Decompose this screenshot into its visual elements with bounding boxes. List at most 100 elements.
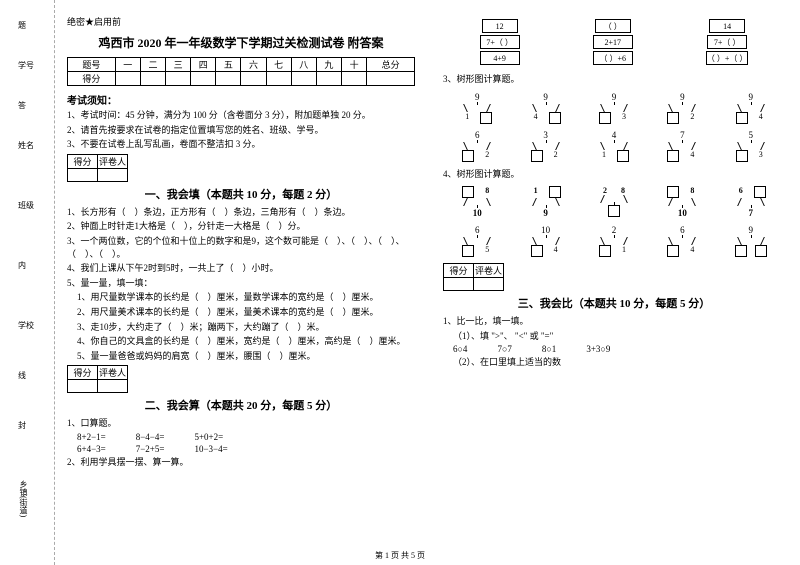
section-1-title: 一、我会填（本题共 10 分，每题 2 分） [67,186,415,202]
tree-leaves: 3 [736,150,766,162]
expr: 7−2+5= [136,444,165,454]
tree-branches [462,198,492,208]
cell [444,278,474,291]
tree-top: 6 [680,225,685,235]
tree-branches [462,235,492,245]
calc-box: 14 [709,19,745,33]
cell [342,72,367,86]
notice-line: 1、考试时间：45 分钟，满分为 100 分（含卷面分 3 分），附加题单独 2… [67,109,415,122]
tree: 93 [596,92,632,124]
tree-sum: 10 [473,208,482,218]
leaf-left: 1 [599,150,609,162]
tree-leaves: 4 [667,150,697,162]
tree-branches [462,140,492,150]
tree-leaves: 2 [462,150,492,162]
leaf-b [549,186,561,198]
leaf-left [735,245,747,257]
tree-top: 9 [475,92,480,102]
leaf-right: 4 [756,112,766,124]
cell: 得分 [68,366,98,380]
tree-branches [599,140,629,150]
score-table: 题号 一 二 三 四 五 六 七 八 九 十 总分 得分 [67,57,415,86]
tree: 64 [664,225,700,257]
cell: 十 [342,58,367,72]
leaf-b: 8 [482,186,492,198]
leaf-right: 3 [619,112,629,124]
grader-table: 得分评卷人 [443,263,504,291]
tree: 41 [596,130,632,162]
tree-sum: 7 [749,208,754,218]
leaf-right: 5 [482,245,492,257]
grader-table: 得分评卷人 [67,154,128,182]
cell [474,278,504,291]
tree-top: 9 [749,92,754,102]
expr: 8○1 [542,344,556,354]
leaf-b [754,186,766,198]
calc-box: 4+9 [480,51,520,65]
expr: 3+3○9 [586,344,610,354]
leaf-right [480,112,492,124]
expr: 7○7 [497,344,511,354]
cell [166,72,191,86]
right-column: 12 7+（ ） 4+9 （ ） 2+17 （ ）+6 14 7+（ ） （ ）… [425,0,795,565]
gutter-label: 乡镇(街道) [18,480,29,517]
leaf-a: 6 [736,186,746,198]
cell [191,72,216,86]
leaf-a [462,186,474,198]
tree-row: 6232417453 [443,130,785,162]
tree-top: 6 [475,225,480,235]
cell: 评卷人 [98,154,128,168]
tree: 94 [528,92,564,124]
tree-branches [599,102,629,112]
cell: 五 [216,58,241,72]
tree-row: 6510421649 [443,225,785,257]
q: 5、量一量爸爸或妈妈的肩宽（ ）厘米，腰围（ ）厘米。 [67,350,415,363]
box-stack: 12 7+（ ） 4+9 [480,19,520,65]
leaf-b: 8 [618,186,628,195]
tree-top: 9 [543,92,548,102]
gutter-label: 线 [18,370,26,381]
tree-top: 4 [612,130,617,140]
cell [216,72,241,86]
score-header-row: 题号 一 二 三 四 五 六 七 八 九 十 总分 [68,58,415,72]
box-stack-row: 12 7+（ ） 4+9 （ ） 2+17 （ ）+6 14 7+（ ） （ ）… [443,19,785,65]
calc-box: 2+17 [593,35,633,49]
calc-row: 8+2−1=8−4−4=5+0+2= [67,432,415,442]
leaf-left [667,150,679,162]
tree-branches [736,198,766,208]
leaf-right: 2 [551,150,561,162]
tree-leaves: 5 [462,245,492,257]
tree-top: 5 [749,130,754,140]
tree-branches [531,198,561,208]
tree: 32 [528,130,564,162]
q: 4、你自己的文具盒的长约是（ ）厘米，宽约是（ ）厘米，高约是（ ）厘米。 [67,335,415,348]
cell [140,72,165,86]
notice-line: 2、请首先按要求在试卷的指定位置填写您的姓名、班级、学号。 [67,124,415,137]
leaf-left [462,150,474,162]
cell: 得分 [444,264,474,278]
cell: 评卷人 [474,264,504,278]
tree-branches [736,102,766,112]
calc-row: 6+4−3=7−2+5=10−3−4= [67,444,415,454]
secret-label: 绝密★启用前 [67,15,415,28]
cell: 评卷人 [98,366,128,380]
gutter-label: 姓名 [18,140,34,151]
tree-leaves: 4 [531,112,561,124]
page-footer: 第 1 页 共 5 页 [0,550,800,561]
tree: 62 [459,130,495,162]
tree: 9 [733,225,769,257]
cell: 三 [166,58,191,72]
leaf-right: 2 [482,150,492,162]
compare-row: 6○4 7○7 8○1 3+3○9 [443,344,785,354]
gutter-label: 题 [18,20,26,31]
tree-up: 67 [733,186,769,219]
expr: 6+4−3= [77,444,106,454]
cell [367,72,415,86]
tree-top: 7 [680,130,685,140]
tree-top: 6 [475,130,480,140]
leaf-left [599,245,611,257]
tree: 94 [733,92,769,124]
leaf-right [549,112,561,124]
q: 3、一个两位数，它的个位和十位上的数字和是9，这个数可能是（ ）、（ ）、（ ）… [67,235,415,260]
leaf-b: 8 [687,186,697,198]
